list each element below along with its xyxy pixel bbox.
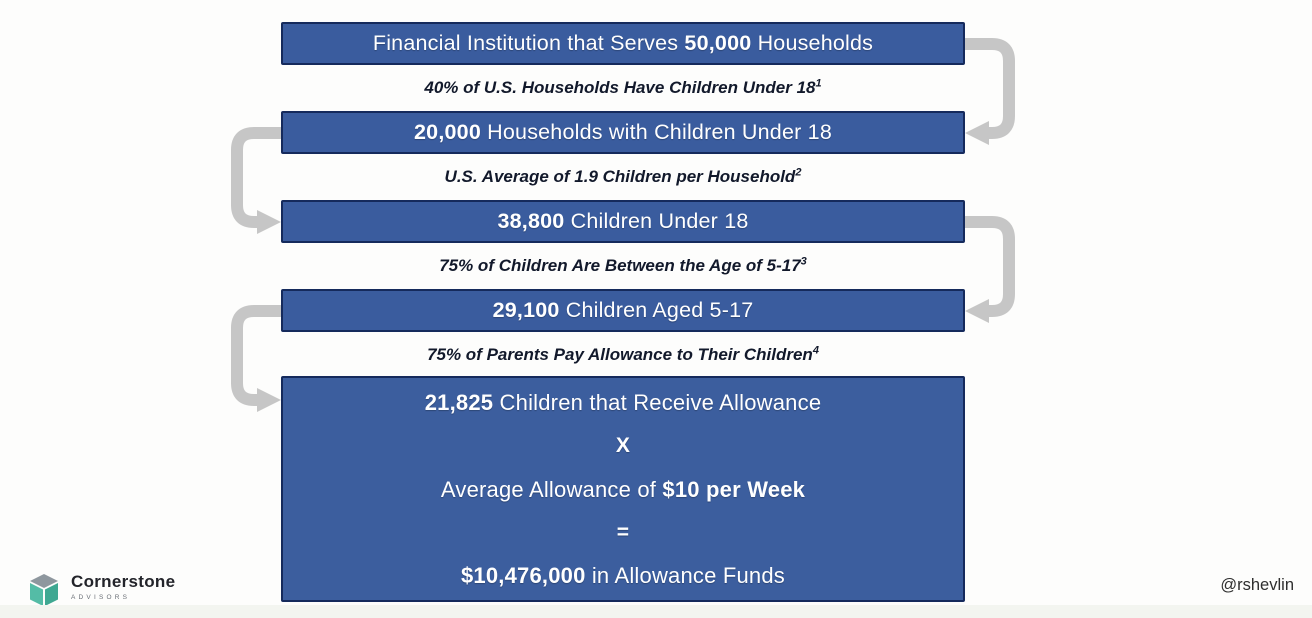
cornerstone-logo: Cornerstone ADVISORS [26,566,175,608]
twitter-handle: @rshevlin [1220,576,1294,594]
cornerstone-logo-text: Cornerstone ADVISORS [71,572,176,601]
bar-text-post: Children Aged 5-17 [559,298,754,322]
result-line-children-receive-allowance: 21,825 Children that Receive Allowance [425,390,822,416]
caption-text: 75% of Children Are Between the Age of 5… [439,256,801,275]
result-text: in Allowance Funds [585,563,786,588]
equals-operator: = [616,520,630,544]
logo-company-subtitle: ADVISORS [71,593,131,601]
caption-text: U.S. Average of 1.9 Children per Househo… [444,167,796,186]
funnel-bar-children-aged-5-17: 29,100 Children Aged 5-17 [281,289,965,332]
curved-arrow-right-1 [964,38,1015,145]
footnote-marker: 4 [812,344,819,357]
footnote-marker: 1 [815,77,822,90]
caption-children-per-household: U.S. Average of 1.9 Children per Househo… [281,167,965,187]
caption-text: 40% of U.S. Households Have Children Und… [424,78,816,97]
result-value: $10 per Week [662,476,806,502]
result-line-average-allowance: Average Allowance of $10 per Week [441,477,805,503]
result-calculation-box: 21,825 Children that Receive Allowance X… [281,376,965,602]
bar-value: 29,100 [492,298,560,322]
result-text: Children that Receive Allowance [493,390,822,415]
caption-children-age-5-17: 75% of Children Are Between the Age of 5… [281,256,965,276]
bottom-accent-band [0,605,1312,618]
result-value: $10,476,000 [460,563,586,588]
curved-arrow-left-1 [231,127,282,234]
curved-arrow-right-2 [964,216,1015,323]
funnel-bar-households-with-children: 20,000 Households with Children Under 18 [281,111,965,154]
result-line-allowance-funds: $10,476,000 in Allowance Funds [461,563,785,589]
footnote-marker: 2 [795,166,802,179]
cornerstone-logo-icon [30,574,58,606]
result-value: 21,825 [424,390,494,415]
bar-text-post: Children Under 18 [564,209,749,233]
caption-households-with-children: 40% of U.S. Households Have Children Und… [281,78,965,98]
bar-text-post: Households [751,31,874,55]
logo-company-name: Cornerstone [71,572,176,592]
footnote-marker: 3 [800,255,807,268]
caption-text: 75% of Parents Pay Allowance to Their Ch… [427,345,813,364]
caption-parents-pay-allowance: 75% of Parents Pay Allowance to Their Ch… [281,345,965,365]
bar-value: 20,000 [414,120,481,144]
multiply-operator: X [615,434,631,458]
result-text: Average Allowance of [440,476,663,502]
curved-arrow-left-2 [231,305,282,412]
bar-value: 38,800 [497,209,565,233]
bar-text-pre: Financial Institution that Serves [372,31,685,55]
bar-value: 50,000 [684,31,752,55]
bar-text-post: Households with Children Under 18 [480,120,832,144]
funnel-bar-households-served: Financial Institution that Serves 50,000… [281,22,965,65]
funnel-bar-children-under-18: 38,800 Children Under 18 [281,200,965,243]
